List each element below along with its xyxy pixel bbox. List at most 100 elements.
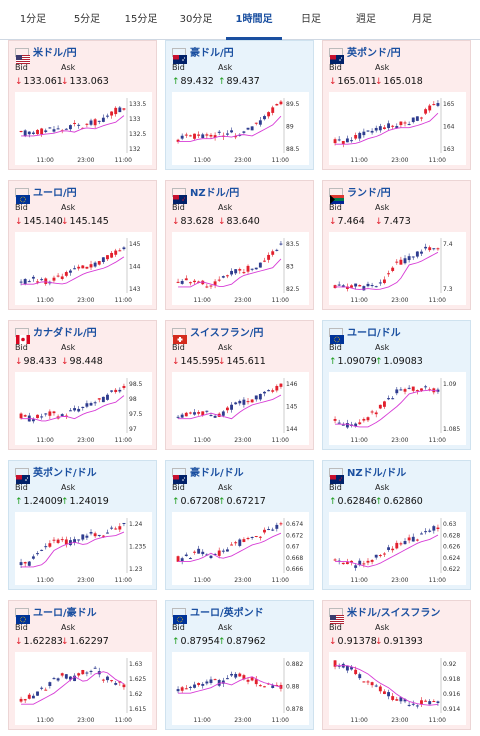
candle-body xyxy=(188,412,192,414)
candle-body xyxy=(19,130,23,132)
candle-body xyxy=(201,134,205,139)
rate-card[interactable]: ユーロ/ドル Bid Ask ↑1.09079 ↑1.09083 1.09 1.085 11:… xyxy=(322,320,471,450)
y-tick-label: 1.235 xyxy=(129,544,146,551)
price-chart[interactable]: 83.5 83 82.5 11:00 23:00 11:00 xyxy=(172,232,309,305)
candle-body xyxy=(420,117,423,119)
candle-body xyxy=(378,404,382,409)
ask-label: Ask xyxy=(61,343,76,352)
bid-label: Bid xyxy=(329,343,342,352)
rate-card[interactable]: ユーロ/豪ドル Bid Ask ↓1.62283 ↓1.62297 1.63 1.625 1.… xyxy=(8,600,157,730)
tab-5[interactable]: 日足 xyxy=(301,14,321,25)
ask-price: 89.437 xyxy=(226,76,260,87)
arrow-down-icon: ↓ xyxy=(172,217,180,227)
price-chart[interactable]: 1.09 1.085 11:00 23:00 11:00 xyxy=(329,372,466,445)
pair-name-link[interactable]: ユーロ/豪ドル xyxy=(33,608,97,619)
y-tick-label: 7.4 xyxy=(443,241,453,248)
candle-body xyxy=(436,701,440,703)
price-chart[interactable]: 98.5 98 97.5 97 11:00 23:00 11:00 xyxy=(15,372,152,445)
candle-body xyxy=(36,691,39,696)
pair-name-link[interactable]: 米ドル/スイスフラン xyxy=(347,608,441,619)
pair-name-link[interactable]: 英ポンド/円 xyxy=(347,48,401,59)
pair-name-link[interactable]: 米ドル/円 xyxy=(33,48,77,59)
candle-body xyxy=(254,122,258,124)
price-chart[interactable]: 1.24 1.235 1.23 11:00 23:00 11:00 xyxy=(15,512,152,585)
pair-name-link[interactable]: ランド/円 xyxy=(347,188,391,199)
y-tick-label: 164 xyxy=(443,124,455,131)
rate-card[interactable]: 米ドル/円 Bid Ask ↓133.061 ↓133.063 133.5 133 132.5… xyxy=(8,40,157,170)
pair-name-link[interactable]: 豪ドル/円 xyxy=(190,48,234,59)
arrow-up-icon: ↑ xyxy=(375,497,383,507)
pair-name-link[interactable]: ユーロ/ドル xyxy=(347,328,401,339)
tab-2[interactable]: 15分足 xyxy=(124,14,158,25)
candle-body xyxy=(44,546,48,548)
price-chart[interactable]: 165 164 163 11:00 23:00 11:00 xyxy=(329,92,466,165)
eu-gb-flag-icon xyxy=(172,608,187,624)
price-chart[interactable]: 0.92 0.918 0.916 0.914 11:00 23:00 11:00 xyxy=(329,652,466,725)
rate-card[interactable]: ユーロ/円 Bid Ask ↓145.140 ↓145.145 145 144 143 11:0… xyxy=(8,180,157,310)
bid-price: 7.464 xyxy=(337,216,365,227)
pair-name-link[interactable]: 英ポンド/ドル xyxy=(33,468,97,479)
candle-body xyxy=(411,256,415,258)
tab-1[interactable]: 5分足 xyxy=(73,14,101,25)
tab-0[interactable]: 1分足 xyxy=(19,14,47,25)
candle-body xyxy=(391,548,395,551)
candle-body xyxy=(52,277,56,281)
rate-card[interactable]: カナダドル/円 Bid Ask ↓98.433 ↓98.448 98.5 98 97.5 97 1… xyxy=(8,320,157,450)
price-chart[interactable]: 0.882 0.88 0.878 11:00 23:00 11:00 xyxy=(172,652,309,725)
rate-card[interactable]: 米ドル/スイスフラン Bid Ask ↓0.91378 ↓0.91393 0.92 0.91… xyxy=(322,600,471,730)
pair-name-link[interactable]: スイスフラン/円 xyxy=(190,328,264,339)
pair-name-link[interactable]: ユーロ/英ポンド xyxy=(190,608,264,619)
candle-body xyxy=(432,248,436,250)
candle-body xyxy=(399,697,403,702)
candle-body xyxy=(403,258,407,264)
pair-name-link[interactable]: NZドル/円 xyxy=(190,188,240,199)
price-chart[interactable]: 133.5 133 132.5 132 11:00 23:00 11:00 xyxy=(15,92,152,165)
rate-card[interactable]: ユーロ/英ポンド Bid Ask ↑0.87954 ↑0.87962 0.882 0.88 0… xyxy=(165,600,314,730)
price-chart[interactable]: 0.674 0.672 0.67 0.668 0.666 11:00 23:00 11:00 xyxy=(172,512,309,585)
x-tick-label: 23:00 xyxy=(77,717,94,724)
candle-body xyxy=(267,390,271,392)
rate-card[interactable]: 豪ドル/円 Bid Ask ↑89.432 ↑89.437 89.5 89 88.5 11:00… xyxy=(165,40,314,170)
pair-name-link[interactable]: NZドル/ドル xyxy=(347,468,407,479)
price-chart[interactable]: 146 145 144 11:00 23:00 11:00 xyxy=(172,372,309,445)
tab-4[interactable]: 1時間足 xyxy=(226,0,282,40)
price-chart[interactable]: 0.63 0.628 0.626 0.624 0.622 11:00 23:00 11:00 xyxy=(329,512,466,585)
tab-3[interactable]: 30分足 xyxy=(179,14,213,25)
pair-name-link[interactable]: ユーロ/円 xyxy=(33,188,77,199)
price-chart[interactable]: 145 144 143 11:00 23:00 11:00 xyxy=(15,232,152,305)
x-tick-label: 11:00 xyxy=(115,717,132,724)
rate-card[interactable]: スイスフラン/円 Bid Ask ↓145.595 ↓145.611 146 145 144 1… xyxy=(165,320,314,450)
price-chart[interactable]: 1.63 1.625 1.62 1.615 11:00 23:00 11:00 xyxy=(15,652,152,725)
rate-card[interactable]: NZドル/円 Bid Ask ↓83.628 ↓83.640 83.5 83 82.5 11:0… xyxy=(165,180,314,310)
candle-body xyxy=(341,562,345,565)
rate-card[interactable]: NZドル/ドル Bid Ask ↑0.62846 ↑0.62860 0.63 0.628 0.… xyxy=(322,460,471,590)
tab-6[interactable]: 週足 xyxy=(356,14,376,25)
price-chart[interactable]: 89.5 89 88.5 11:00 23:00 11:00 xyxy=(172,92,309,165)
nz-flag-icon xyxy=(172,188,187,204)
ask-label: Ask xyxy=(61,483,76,492)
rate-card[interactable]: 英ポンド/円 Bid Ask ↓165.011 ↓165.018 165 164 163 11:… xyxy=(322,40,471,170)
y-tick-label: 0.92 xyxy=(443,661,457,668)
rate-card[interactable]: 豪ドル/ドル Bid Ask ↑0.67208 ↑0.67217 0.674 0.672 0.… xyxy=(165,460,314,590)
bid-price: 0.67208 xyxy=(180,496,220,507)
arrow-down-icon: ↓ xyxy=(172,357,180,367)
price-chart[interactable]: 7.4 7.3 11:00 23:00 11:00 xyxy=(329,232,466,305)
candle-body xyxy=(52,539,56,541)
bid-label: Bid xyxy=(172,63,185,72)
candle-body xyxy=(106,532,109,534)
candle-body xyxy=(234,269,238,274)
rate-card[interactable]: 英ポンド/ドル Bid Ask ↑1.24009 ↑1.24019 1.24 1.235 1.… xyxy=(8,460,157,590)
arrow-down-icon: ↓ xyxy=(15,77,23,87)
candle-body xyxy=(333,285,337,289)
x-tick-label: 23:00 xyxy=(234,717,251,724)
candle-body xyxy=(180,558,184,562)
candle-body xyxy=(391,125,395,127)
tab-7[interactable]: 月足 xyxy=(412,14,432,25)
candle-body xyxy=(378,555,382,557)
candle-body xyxy=(101,679,105,681)
pair-name-link[interactable]: カナダドル/円 xyxy=(33,328,97,339)
candle-body xyxy=(110,252,114,258)
candle-body xyxy=(77,673,81,676)
rate-card[interactable]: ランド/円 Bid Ask ↓7.464 ↓7.473 7.4 7.3 11:00 23:00 1… xyxy=(322,180,471,310)
pair-name-link[interactable]: 豪ドル/ドル xyxy=(190,468,244,479)
